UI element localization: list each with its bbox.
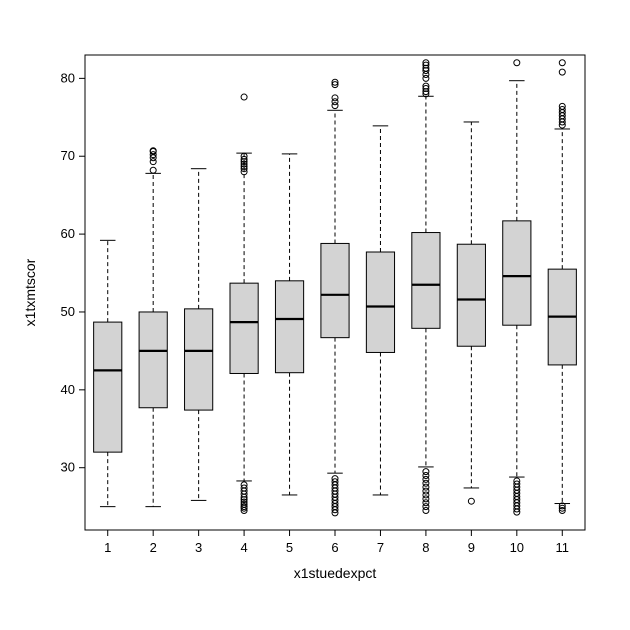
x-tick-label: 6 xyxy=(331,540,338,555)
x-tick-label: 3 xyxy=(195,540,202,555)
box-rect xyxy=(230,283,258,373)
box-1 xyxy=(94,240,122,506)
boxplot-chart: 30 40 50 60 70 80 1 2 3 4 5 6 7 8 9 10 11 x1stuedexpct x1t… xyxy=(0,0,630,630)
box-11 xyxy=(548,60,576,514)
box-2 xyxy=(139,148,167,507)
x-tick-label: 2 xyxy=(150,540,157,555)
outlier-point xyxy=(514,60,520,66)
outlier-point xyxy=(559,69,565,75)
box-5 xyxy=(275,154,303,495)
x-tick-label: 4 xyxy=(240,540,247,555)
box-rect xyxy=(94,322,122,452)
box-4 xyxy=(230,94,258,513)
box-10 xyxy=(503,60,531,515)
y-tick-label: 60 xyxy=(61,226,75,241)
x-tick-label: 8 xyxy=(422,540,429,555)
box-rect xyxy=(503,221,531,325)
box-rect xyxy=(412,233,440,329)
chart-svg: 30 40 50 60 70 80 1 2 3 4 5 6 7 8 9 10 11 x1stuedexpct x1t… xyxy=(0,0,630,630)
x-tick-label: 7 xyxy=(377,540,384,555)
outlier-point xyxy=(468,498,474,504)
x-axis-label: x1stuedexpct xyxy=(294,565,377,581)
box-9 xyxy=(457,122,485,504)
x-tick-label: 11 xyxy=(556,540,570,555)
box-8 xyxy=(412,60,440,514)
outlier-point xyxy=(423,469,429,475)
y-tick-label: 40 xyxy=(61,382,75,397)
x-tick-label: 1 xyxy=(104,540,111,555)
box-rect xyxy=(139,312,167,408)
outlier-point xyxy=(150,167,156,173)
box-rect xyxy=(185,309,213,410)
y-tick-label: 70 xyxy=(61,148,75,163)
box-6 xyxy=(321,79,349,516)
y-tick-label: 80 xyxy=(61,70,75,85)
box-3 xyxy=(185,169,213,501)
x-tick-label: 5 xyxy=(286,540,293,555)
outlier-point xyxy=(241,94,247,100)
y-tick-label: 30 xyxy=(61,460,75,475)
outlier-point xyxy=(559,60,565,66)
box-rect xyxy=(275,281,303,373)
x-tick-label: 9 xyxy=(468,540,475,555)
box-rect xyxy=(457,244,485,346)
y-axis-label: x1txmtscor xyxy=(22,258,38,326)
y-tick-label: 50 xyxy=(61,304,75,319)
box-7 xyxy=(366,126,394,495)
box-rect xyxy=(366,252,394,352)
x-tick-label: 10 xyxy=(510,540,524,555)
box-rect xyxy=(321,243,349,337)
outlier-point xyxy=(332,95,338,101)
